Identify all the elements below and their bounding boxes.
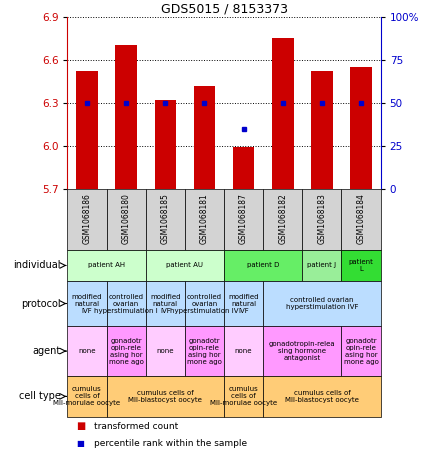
Text: individual: individual [13,260,61,270]
Text: GSM1068182: GSM1068182 [278,193,286,244]
Text: ■: ■ [76,421,85,431]
Text: patient AH: patient AH [88,262,125,269]
Text: transformed count: transformed count [93,422,178,431]
Text: cumulus
cells of
MII-morulae oocyte: cumulus cells of MII-morulae oocyte [53,386,120,406]
Text: gonadotr
opin-rele
asing hor
mone ago: gonadotr opin-rele asing hor mone ago [187,337,221,365]
Text: cumulus cells of
MII-blastocyst oocyte: cumulus cells of MII-blastocyst oocyte [128,390,202,403]
Text: GSM1068183: GSM1068183 [317,193,326,244]
Text: controlled ovarian
hyperstimulation IVF: controlled ovarian hyperstimulation IVF [285,297,357,310]
Bar [115,45,137,189]
Bar [76,71,98,189]
Text: cumulus
cells of
MII-morulae oocyte: cumulus cells of MII-morulae oocyte [210,386,276,406]
Text: modified
natural
IVF: modified natural IVF [72,294,102,313]
Text: percentile rank within the sample: percentile rank within the sample [93,439,246,448]
Text: GSM1068184: GSM1068184 [356,193,365,244]
Text: patient AU: patient AU [166,262,203,269]
Text: agent: agent [33,346,61,356]
Text: gonadotr
opin-rele
asing hor
mone ago: gonadotr opin-rele asing hor mone ago [343,337,378,365]
Text: ■: ■ [76,439,84,448]
Text: GSM1068181: GSM1068181 [200,193,208,244]
Text: none: none [156,348,174,354]
Text: modified
natural
IVF: modified natural IVF [228,294,258,313]
Text: GSM1068185: GSM1068185 [161,193,169,244]
Bar [349,67,371,189]
Text: GSM1068187: GSM1068187 [239,193,247,244]
Text: GSM1068186: GSM1068186 [82,193,91,244]
Text: gonadotr
opin-rele
asing hor
mone ago: gonadotr opin-rele asing hor mone ago [108,337,143,365]
Text: patient
L: patient L [348,259,373,272]
Bar [310,71,332,189]
Text: none: none [78,348,95,354]
Text: none: none [234,348,252,354]
Text: controlled
ovarian
hyperstimulation I: controlled ovarian hyperstimulation I [94,294,158,313]
Text: cell type: cell type [19,391,61,401]
Text: GSM1068180: GSM1068180 [122,193,130,244]
Text: patient J: patient J [307,262,335,269]
Bar [193,86,215,189]
Bar [271,39,293,189]
Text: cumulus cells of
MII-blastocyst oocyte: cumulus cells of MII-blastocyst oocyte [284,390,358,403]
Text: gonadotropin-relea
sing hormone
antagonist: gonadotropin-relea sing hormone antagoni… [268,341,335,361]
Bar [232,147,254,189]
Text: patient D: patient D [247,262,279,269]
Text: controlled
ovarian
hyperstimulation IV: controlled ovarian hyperstimulation IV [170,294,238,313]
Bar [154,100,176,189]
Text: protocol: protocol [21,299,61,308]
Text: modified
natural
IVF: modified natural IVF [150,294,180,313]
Title: GDS5015 / 8153373: GDS5015 / 8153373 [160,3,287,15]
